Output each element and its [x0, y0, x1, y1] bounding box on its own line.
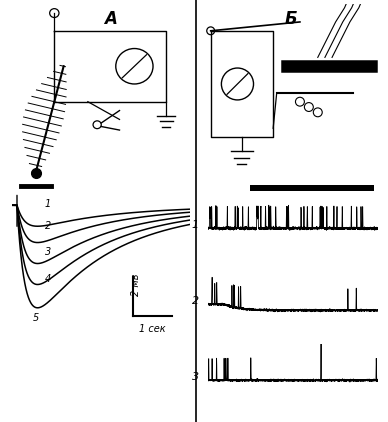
Text: 1: 1 — [192, 220, 199, 230]
Text: 4: 4 — [45, 274, 51, 284]
Text: 1 сек: 1 сек — [139, 324, 166, 334]
Text: 3: 3 — [192, 372, 199, 381]
Text: А: А — [104, 10, 117, 27]
Text: 5: 5 — [33, 313, 39, 322]
Text: 2: 2 — [45, 221, 51, 231]
Text: 1: 1 — [45, 199, 51, 209]
Text: 2: 2 — [192, 296, 199, 306]
Text: Б: Б — [285, 10, 297, 27]
Text: 2 мв: 2 мв — [131, 274, 141, 297]
Text: 3: 3 — [45, 247, 51, 257]
